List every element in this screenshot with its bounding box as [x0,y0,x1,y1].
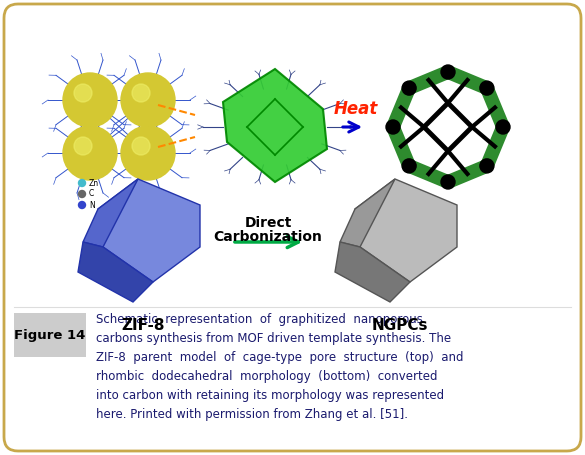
Text: Carbonization: Carbonization [214,230,322,244]
Text: Heat: Heat [334,100,378,118]
Text: into carbon with retaining its morphology was represented: into carbon with retaining its morpholog… [96,389,444,402]
Circle shape [132,137,150,155]
Circle shape [74,84,92,102]
Polygon shape [424,103,472,151]
FancyBboxPatch shape [4,4,581,451]
Text: Direct: Direct [245,216,292,230]
Text: Schematic  representation  of  graphitized  nanoporous: Schematic representation of graphitized … [96,313,423,326]
Circle shape [496,120,510,134]
Circle shape [441,65,455,79]
Circle shape [402,159,416,173]
Circle shape [402,81,416,95]
Circle shape [132,84,150,102]
Text: Zn: Zn [89,178,99,187]
Circle shape [78,180,85,187]
FancyBboxPatch shape [14,313,86,357]
Circle shape [63,73,117,127]
Polygon shape [223,69,327,182]
Polygon shape [355,179,457,282]
Text: ZIF-8: ZIF-8 [121,318,165,333]
Text: ZIF-8  parent  model  of  cage-type  pore  structure  (top)  and: ZIF-8 parent model of cage-type pore str… [96,351,463,364]
Circle shape [74,137,92,155]
Circle shape [386,120,400,134]
Polygon shape [335,242,410,302]
Circle shape [78,191,85,197]
Circle shape [441,175,455,189]
Text: C: C [89,189,94,198]
Circle shape [78,202,85,208]
Circle shape [63,126,117,180]
Text: here. Printed with permission from Zhang et al. [51].: here. Printed with permission from Zhang… [96,408,408,421]
Polygon shape [340,179,395,247]
Text: carbons synthesis from MOF driven template synthesis. The: carbons synthesis from MOF driven templa… [96,332,451,345]
Polygon shape [83,179,138,247]
Circle shape [121,126,175,180]
Text: rhombic  dodecahedral  morphology  (bottom)  converted: rhombic dodecahedral morphology (bottom)… [96,370,438,383]
Polygon shape [98,179,200,282]
Text: NGPCs: NGPCs [371,318,428,333]
Text: Figure 14: Figure 14 [14,329,85,342]
Circle shape [121,73,175,127]
Polygon shape [78,242,153,302]
Circle shape [480,81,494,95]
Text: N: N [89,201,95,209]
Circle shape [480,159,494,173]
